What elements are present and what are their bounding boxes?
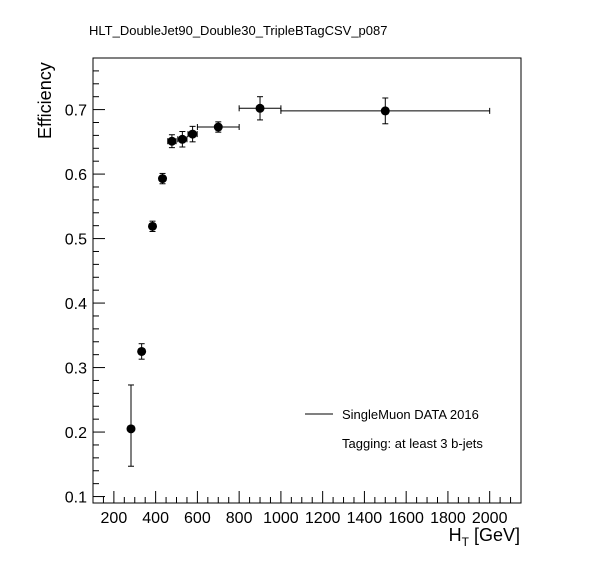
- legend-entry-label: SingleMuon DATA 2016: [342, 407, 479, 422]
- plot-frame: [92, 57, 522, 504]
- y-axis-ticks: 0.1 0.2 0.3 0.4 0.5 0.6 0.7: [65, 70, 105, 507]
- x-axis-title: HT [GeV]: [449, 525, 520, 549]
- x-tick-label: 800: [226, 510, 253, 527]
- y-tick-label: 0.2: [65, 425, 87, 442]
- x-tick-label: 1200: [305, 510, 341, 527]
- x-tick-label: 400: [142, 510, 169, 527]
- x-tick-label: 600: [184, 510, 211, 527]
- x-axis-title-main: H: [449, 525, 462, 545]
- x-tick-label: 1400: [347, 510, 383, 527]
- legend: SingleMuon DATA 2016 Tagging: at least 3…: [305, 407, 483, 451]
- x-axis-title-unit: [GeV]: [469, 525, 520, 545]
- x-tick-label: 200: [101, 510, 128, 527]
- data-point: [177, 134, 187, 144]
- y-tick-label: 0.5: [65, 232, 87, 249]
- data-point: [137, 346, 147, 356]
- x-axis-ticks: 200 400 600 800 1000 1200 1400 1600 1800 2000: [92, 491, 522, 527]
- data-point: [158, 174, 168, 184]
- data-point: [126, 424, 136, 434]
- data-points: [126, 96, 491, 467]
- x-tick-label: 1800: [430, 510, 466, 527]
- y-tick-label: 0.3: [65, 361, 87, 378]
- y-tick-label: 0.6: [65, 167, 87, 184]
- data-point: [167, 136, 177, 146]
- data-point: [380, 106, 390, 116]
- y-axis-title: Efficiency: [35, 62, 55, 139]
- data-point: [255, 103, 265, 113]
- data-point: [188, 129, 198, 139]
- chart-title: HLT_DoubleJet90_Double30_TripleBTagCSV_p…: [89, 23, 387, 38]
- data-point: [213, 122, 223, 132]
- x-tick-label: 1600: [388, 510, 424, 527]
- y-tick-label: 0.1: [65, 490, 87, 507]
- y-tick-label: 0.4: [65, 296, 87, 313]
- data-point: [148, 221, 158, 231]
- x-tick-label: 2000: [472, 510, 508, 527]
- y-tick-label: 0.7: [65, 103, 87, 120]
- legend-tagging-note: Tagging: at least 3 b-jets: [342, 436, 483, 451]
- x-tick-label: 1000: [263, 510, 299, 527]
- x-axis-title-subscript: T: [462, 535, 470, 549]
